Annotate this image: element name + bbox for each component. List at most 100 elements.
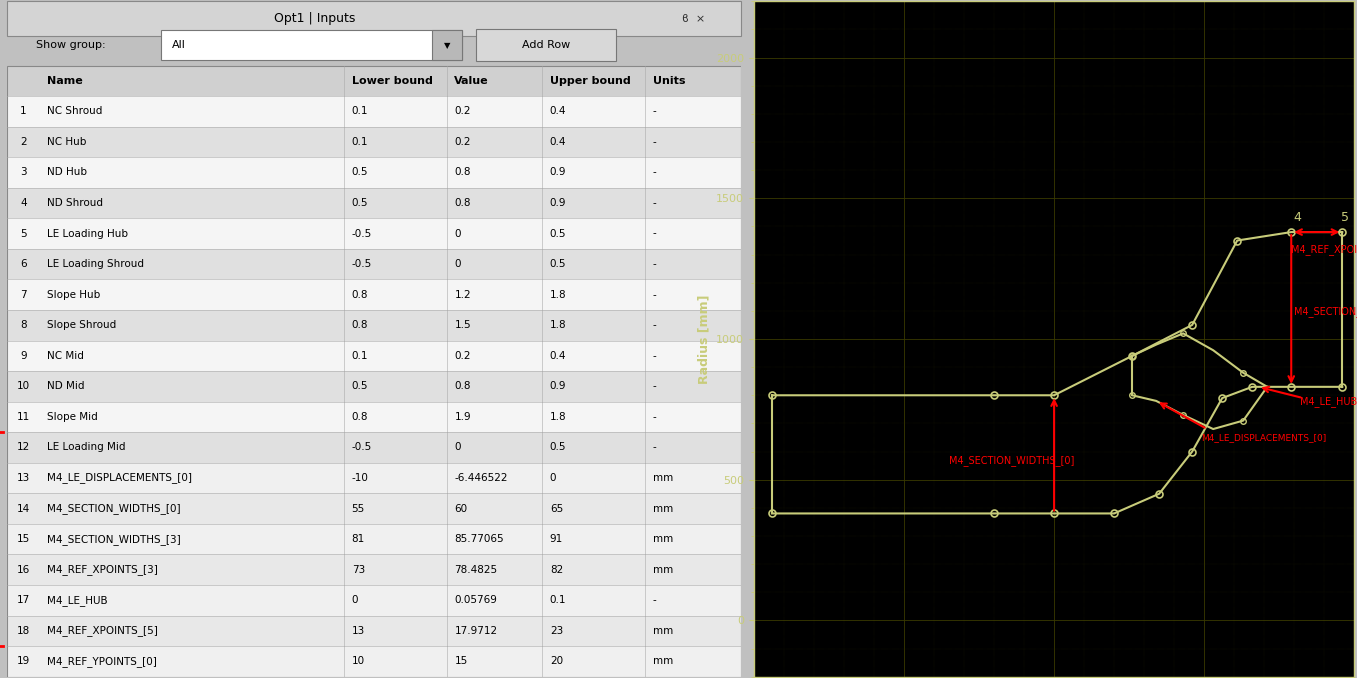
Text: 0.8: 0.8 bbox=[455, 167, 471, 178]
Text: -: - bbox=[653, 259, 657, 269]
Text: M4_SECTION_WIDTHS_[0]: M4_SECTION_WIDTHS_[0] bbox=[47, 503, 180, 514]
Text: 4: 4 bbox=[1293, 211, 1301, 224]
Text: 0: 0 bbox=[550, 473, 556, 483]
Text: mm: mm bbox=[653, 473, 673, 483]
Text: 65: 65 bbox=[550, 504, 563, 513]
Text: M4_REF_XPOINTS_[5]: M4_REF_XPOINTS_[5] bbox=[47, 625, 157, 636]
Text: 81: 81 bbox=[351, 534, 365, 544]
Text: M4_LE_DISPLACEMENTS_[0]: M4_LE_DISPLACEMENTS_[0] bbox=[1201, 433, 1326, 442]
FancyBboxPatch shape bbox=[7, 310, 741, 340]
Text: 5: 5 bbox=[20, 228, 27, 239]
Text: 0: 0 bbox=[455, 259, 461, 269]
Text: 0.5: 0.5 bbox=[351, 381, 368, 391]
Text: 0.5: 0.5 bbox=[550, 443, 566, 452]
Text: 0.4: 0.4 bbox=[550, 106, 566, 117]
Text: 18: 18 bbox=[16, 626, 30, 636]
Text: 0: 0 bbox=[455, 443, 461, 452]
Text: 14: 14 bbox=[16, 504, 30, 513]
Text: 0.8: 0.8 bbox=[455, 381, 471, 391]
Text: 13: 13 bbox=[16, 473, 30, 483]
FancyBboxPatch shape bbox=[7, 96, 741, 127]
Text: 1.8: 1.8 bbox=[550, 320, 566, 330]
Text: M4_SECTION_WIDTHS_[3]: M4_SECTION_WIDTHS_[3] bbox=[1295, 306, 1357, 317]
Text: 0.9: 0.9 bbox=[550, 198, 566, 208]
Text: -6.446522: -6.446522 bbox=[455, 473, 508, 483]
Text: mm: mm bbox=[653, 656, 673, 666]
Text: 0.2: 0.2 bbox=[455, 137, 471, 147]
Text: -: - bbox=[653, 320, 657, 330]
Y-axis label: Radius [mm]: Radius [mm] bbox=[697, 294, 711, 384]
Text: 73: 73 bbox=[351, 565, 365, 575]
Text: 0: 0 bbox=[351, 595, 358, 605]
Text: M4_REF_YPOINTS_[0]: M4_REF_YPOINTS_[0] bbox=[47, 656, 157, 667]
Text: 60: 60 bbox=[455, 504, 468, 513]
Text: NC Mid: NC Mid bbox=[47, 351, 84, 361]
Text: 16: 16 bbox=[16, 565, 30, 575]
Text: Upper bound: Upper bound bbox=[550, 76, 631, 86]
Text: Opt1 | Inputs: Opt1 | Inputs bbox=[274, 12, 356, 25]
FancyBboxPatch shape bbox=[433, 31, 461, 60]
FancyBboxPatch shape bbox=[7, 646, 741, 677]
Text: NC Shroud: NC Shroud bbox=[47, 106, 103, 117]
Text: 82: 82 bbox=[550, 565, 563, 575]
Text: 0.2: 0.2 bbox=[455, 351, 471, 361]
Text: Units: Units bbox=[653, 76, 685, 86]
Text: Add Row: Add Row bbox=[522, 40, 570, 50]
Text: M4_REF_XPOINTS_[3]: M4_REF_XPOINTS_[3] bbox=[47, 564, 157, 575]
Text: M4_SECTION_WIDTHS_[0]: M4_SECTION_WIDTHS_[0] bbox=[949, 455, 1075, 466]
Text: 10: 10 bbox=[351, 656, 365, 666]
Text: 55: 55 bbox=[351, 504, 365, 513]
Text: 0.1: 0.1 bbox=[351, 137, 368, 147]
FancyBboxPatch shape bbox=[476, 29, 616, 62]
FancyBboxPatch shape bbox=[7, 1, 741, 37]
Text: 4: 4 bbox=[20, 198, 27, 208]
Text: 1.2: 1.2 bbox=[455, 290, 471, 300]
Text: mm: mm bbox=[653, 504, 673, 513]
Text: 0.9: 0.9 bbox=[550, 381, 566, 391]
Text: 17: 17 bbox=[16, 595, 30, 605]
Text: M4_SECTION_WIDTHS_[3]: M4_SECTION_WIDTHS_[3] bbox=[47, 534, 180, 544]
Text: 91: 91 bbox=[550, 534, 563, 544]
Text: 0.8: 0.8 bbox=[455, 198, 471, 208]
Text: 0.5: 0.5 bbox=[351, 167, 368, 178]
Text: 0.2: 0.2 bbox=[455, 106, 471, 117]
Text: 5: 5 bbox=[1341, 211, 1349, 224]
Text: 0.4: 0.4 bbox=[550, 351, 566, 361]
Text: 15: 15 bbox=[455, 656, 468, 666]
FancyBboxPatch shape bbox=[7, 279, 741, 310]
FancyBboxPatch shape bbox=[7, 127, 741, 157]
Text: 0.4: 0.4 bbox=[550, 137, 566, 147]
Text: 1: 1 bbox=[20, 106, 27, 117]
Text: M4_REF_XPOINTS_[5]: M4_REF_XPOINTS_[5] bbox=[1292, 244, 1357, 255]
Text: -: - bbox=[653, 137, 657, 147]
FancyBboxPatch shape bbox=[7, 463, 741, 494]
Text: mm: mm bbox=[653, 565, 673, 575]
Text: -: - bbox=[653, 412, 657, 422]
FancyBboxPatch shape bbox=[7, 585, 741, 616]
Text: 1.9: 1.9 bbox=[455, 412, 471, 422]
Text: -: - bbox=[653, 290, 657, 300]
Text: 1.8: 1.8 bbox=[550, 412, 566, 422]
FancyBboxPatch shape bbox=[7, 340, 741, 371]
Text: All: All bbox=[172, 40, 186, 50]
Text: 19: 19 bbox=[16, 656, 30, 666]
Text: Name: Name bbox=[47, 76, 83, 86]
Text: -: - bbox=[653, 351, 657, 361]
Text: Slope Mid: Slope Mid bbox=[47, 412, 98, 422]
Text: -: - bbox=[653, 198, 657, 208]
Text: ND Shroud: ND Shroud bbox=[47, 198, 103, 208]
Text: 0.1: 0.1 bbox=[351, 106, 368, 117]
Text: 0.5: 0.5 bbox=[550, 259, 566, 269]
Text: 8: 8 bbox=[20, 320, 27, 330]
Text: -: - bbox=[653, 106, 657, 117]
Text: -0.5: -0.5 bbox=[351, 228, 372, 239]
Text: 1.5: 1.5 bbox=[455, 320, 471, 330]
Text: 0.5: 0.5 bbox=[351, 198, 368, 208]
FancyBboxPatch shape bbox=[161, 31, 461, 60]
Text: 17.9712: 17.9712 bbox=[455, 626, 498, 636]
Text: Slope Shroud: Slope Shroud bbox=[47, 320, 117, 330]
Text: 0.9: 0.9 bbox=[550, 167, 566, 178]
FancyBboxPatch shape bbox=[7, 524, 741, 555]
Text: Slope Hub: Slope Hub bbox=[47, 290, 100, 300]
Text: -10: -10 bbox=[351, 473, 369, 483]
